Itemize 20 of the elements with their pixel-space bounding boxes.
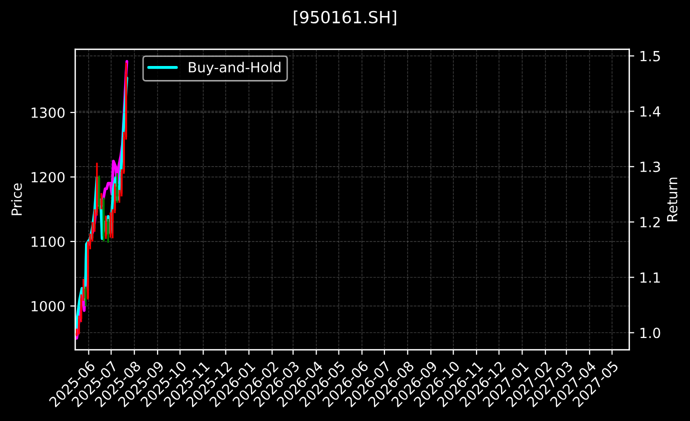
candlestick bbox=[109, 212, 112, 238]
chart-title: [950161.SH] bbox=[294, 10, 396, 26]
y2-tick-label: 1.0 bbox=[640, 328, 660, 338]
y2-axis-title: Return bbox=[667, 178, 678, 222]
y-axis-title: Price bbox=[11, 183, 22, 216]
y2-tick-label: 1.1 bbox=[640, 272, 660, 283]
y-tick-label: 1000 bbox=[32, 300, 65, 312]
y2-tick-label: 1.5 bbox=[640, 51, 660, 62]
candlestick bbox=[104, 214, 107, 240]
candlestick bbox=[84, 286, 87, 307]
candlestick bbox=[100, 192, 102, 210]
legend-label: Buy-and-Hold bbox=[188, 62, 280, 76]
y-tick-label: 1100 bbox=[32, 236, 65, 247]
candlestick bbox=[107, 218, 110, 244]
y-tick-label: 1200 bbox=[32, 172, 65, 182]
y2-tick-label: 1.2 bbox=[640, 216, 660, 228]
y2-tick-label: 1.3 bbox=[640, 162, 660, 172]
candlestick bbox=[116, 172, 118, 204]
y2-tick-label: 1.4 bbox=[640, 106, 660, 117]
y-tick-label: 1300 bbox=[32, 107, 65, 118]
